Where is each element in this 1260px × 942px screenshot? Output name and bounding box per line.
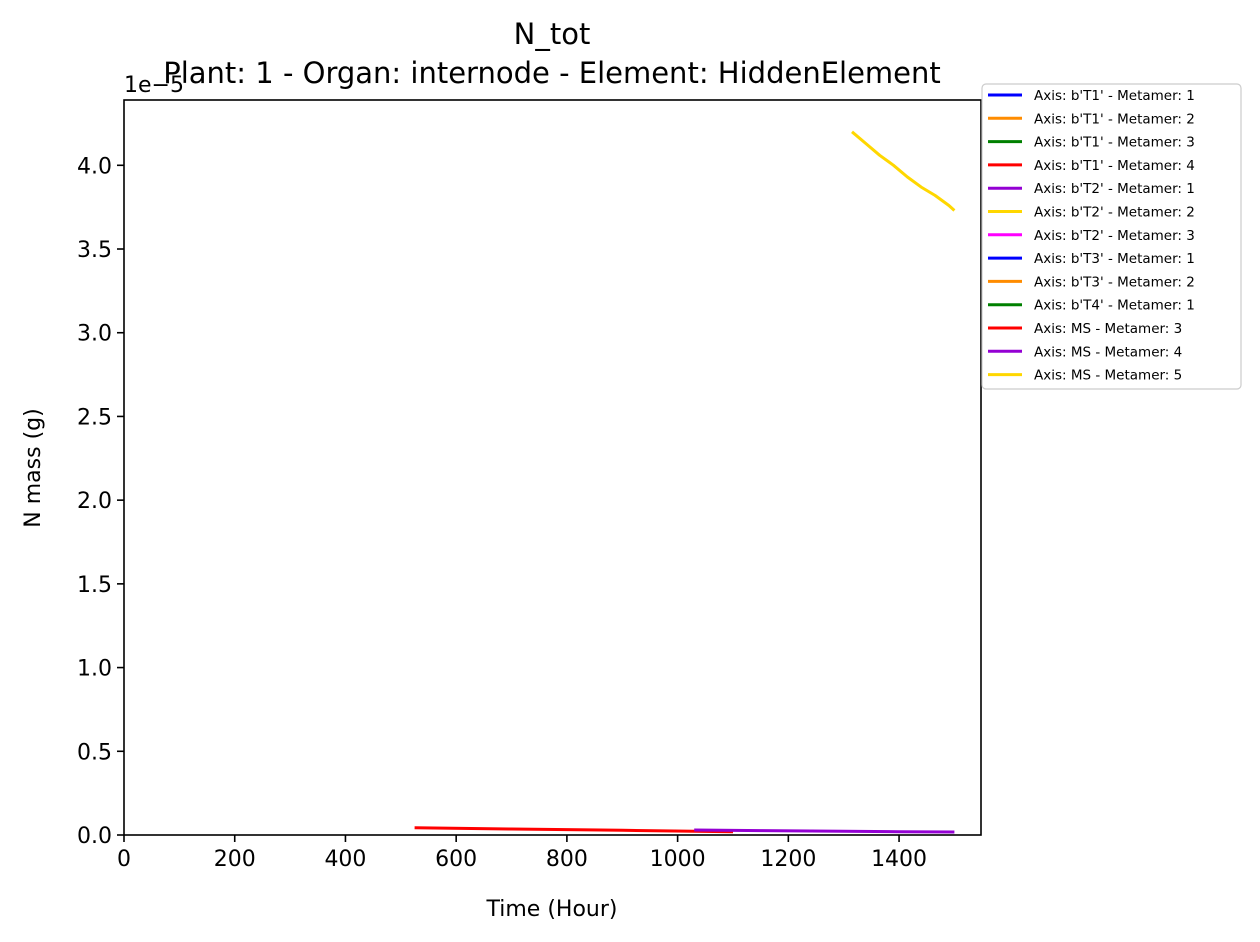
plot-area [123, 99, 982, 836]
legend-label: Axis: b'T2' - Metamer: 3 [1034, 228, 1195, 244]
y-tick-label: 3.5 [77, 238, 112, 263]
y-tick-label: 1.5 [77, 573, 112, 598]
x-tick-label: 200 [214, 847, 256, 872]
legend-label: Axis: b'T2' - Metamer: 1 [1034, 181, 1195, 197]
y-axis-label: N mass (g) [21, 408, 46, 527]
y-tick-label: 0.0 [77, 824, 112, 849]
series-line [694, 828, 955, 834]
legend-label: Axis: b'T2' - Metamer: 2 [1034, 205, 1195, 221]
legend: Axis: b'T1' - Metamer: 1 Axis: b'T1' - Me… [981, 83, 1242, 390]
legend-box [981, 83, 1242, 390]
y-tick-label: 2.0 [77, 489, 112, 514]
x-tick-label: 1200 [760, 847, 816, 872]
chart-title: N_tot [514, 17, 591, 51]
y-tick-label: 0.5 [77, 740, 112, 765]
legend-label: Axis: b'T1' - Metamer: 2 [1034, 111, 1195, 127]
legend-label: Axis: MS - Metamer: 5 [1034, 368, 1182, 384]
x-tick-label: 600 [435, 847, 477, 872]
x-tick-label: 400 [324, 847, 366, 872]
legend-label: Axis: b'T3' - Metamer: 2 [1034, 274, 1195, 290]
legend-label: Axis: MS - Metamer: 3 [1034, 321, 1182, 337]
chart-subtitle: Plant: 1 - Organ: internode - Element: H… [163, 56, 941, 90]
x-axis: 0 200 400 600 800 1000 1200 1400 [117, 835, 927, 872]
series-line [851, 130, 956, 212]
x-tick-label: 800 [546, 847, 588, 872]
y-axis: 0.0 0.5 1.0 1.5 2.0 2.5 3.0 3.5 4.0 [77, 154, 124, 849]
y-tick-label: 2.5 [77, 405, 112, 430]
y-tick-label: 4.0 [77, 154, 112, 179]
legend-label: Axis: b'T1' - Metamer: 1 [1034, 88, 1195, 104]
legend-label: Axis: MS - Metamer: 4 [1034, 344, 1182, 360]
legend-label: Axis: b'T3' - Metamer: 1 [1034, 251, 1195, 267]
x-tick-label: 1400 [871, 847, 927, 872]
legend-label: Axis: b'T1' - Metamer: 3 [1034, 135, 1195, 151]
legend-label: Axis: b'T1' - Metamer: 4 [1034, 158, 1195, 174]
x-tick-label: 0 [117, 847, 131, 872]
legend-label: Axis: b'T4' - Metamer: 1 [1034, 298, 1195, 314]
series-layer [414, 130, 956, 834]
y-offset-label: 1e−5 [124, 73, 184, 98]
x-axis-label: Time (Hour) [486, 897, 618, 922]
y-tick-label: 3.0 [77, 322, 112, 347]
y-tick-label: 1.0 [77, 657, 112, 682]
x-tick-label: 1000 [650, 847, 706, 872]
plot-frame [123, 99, 982, 836]
